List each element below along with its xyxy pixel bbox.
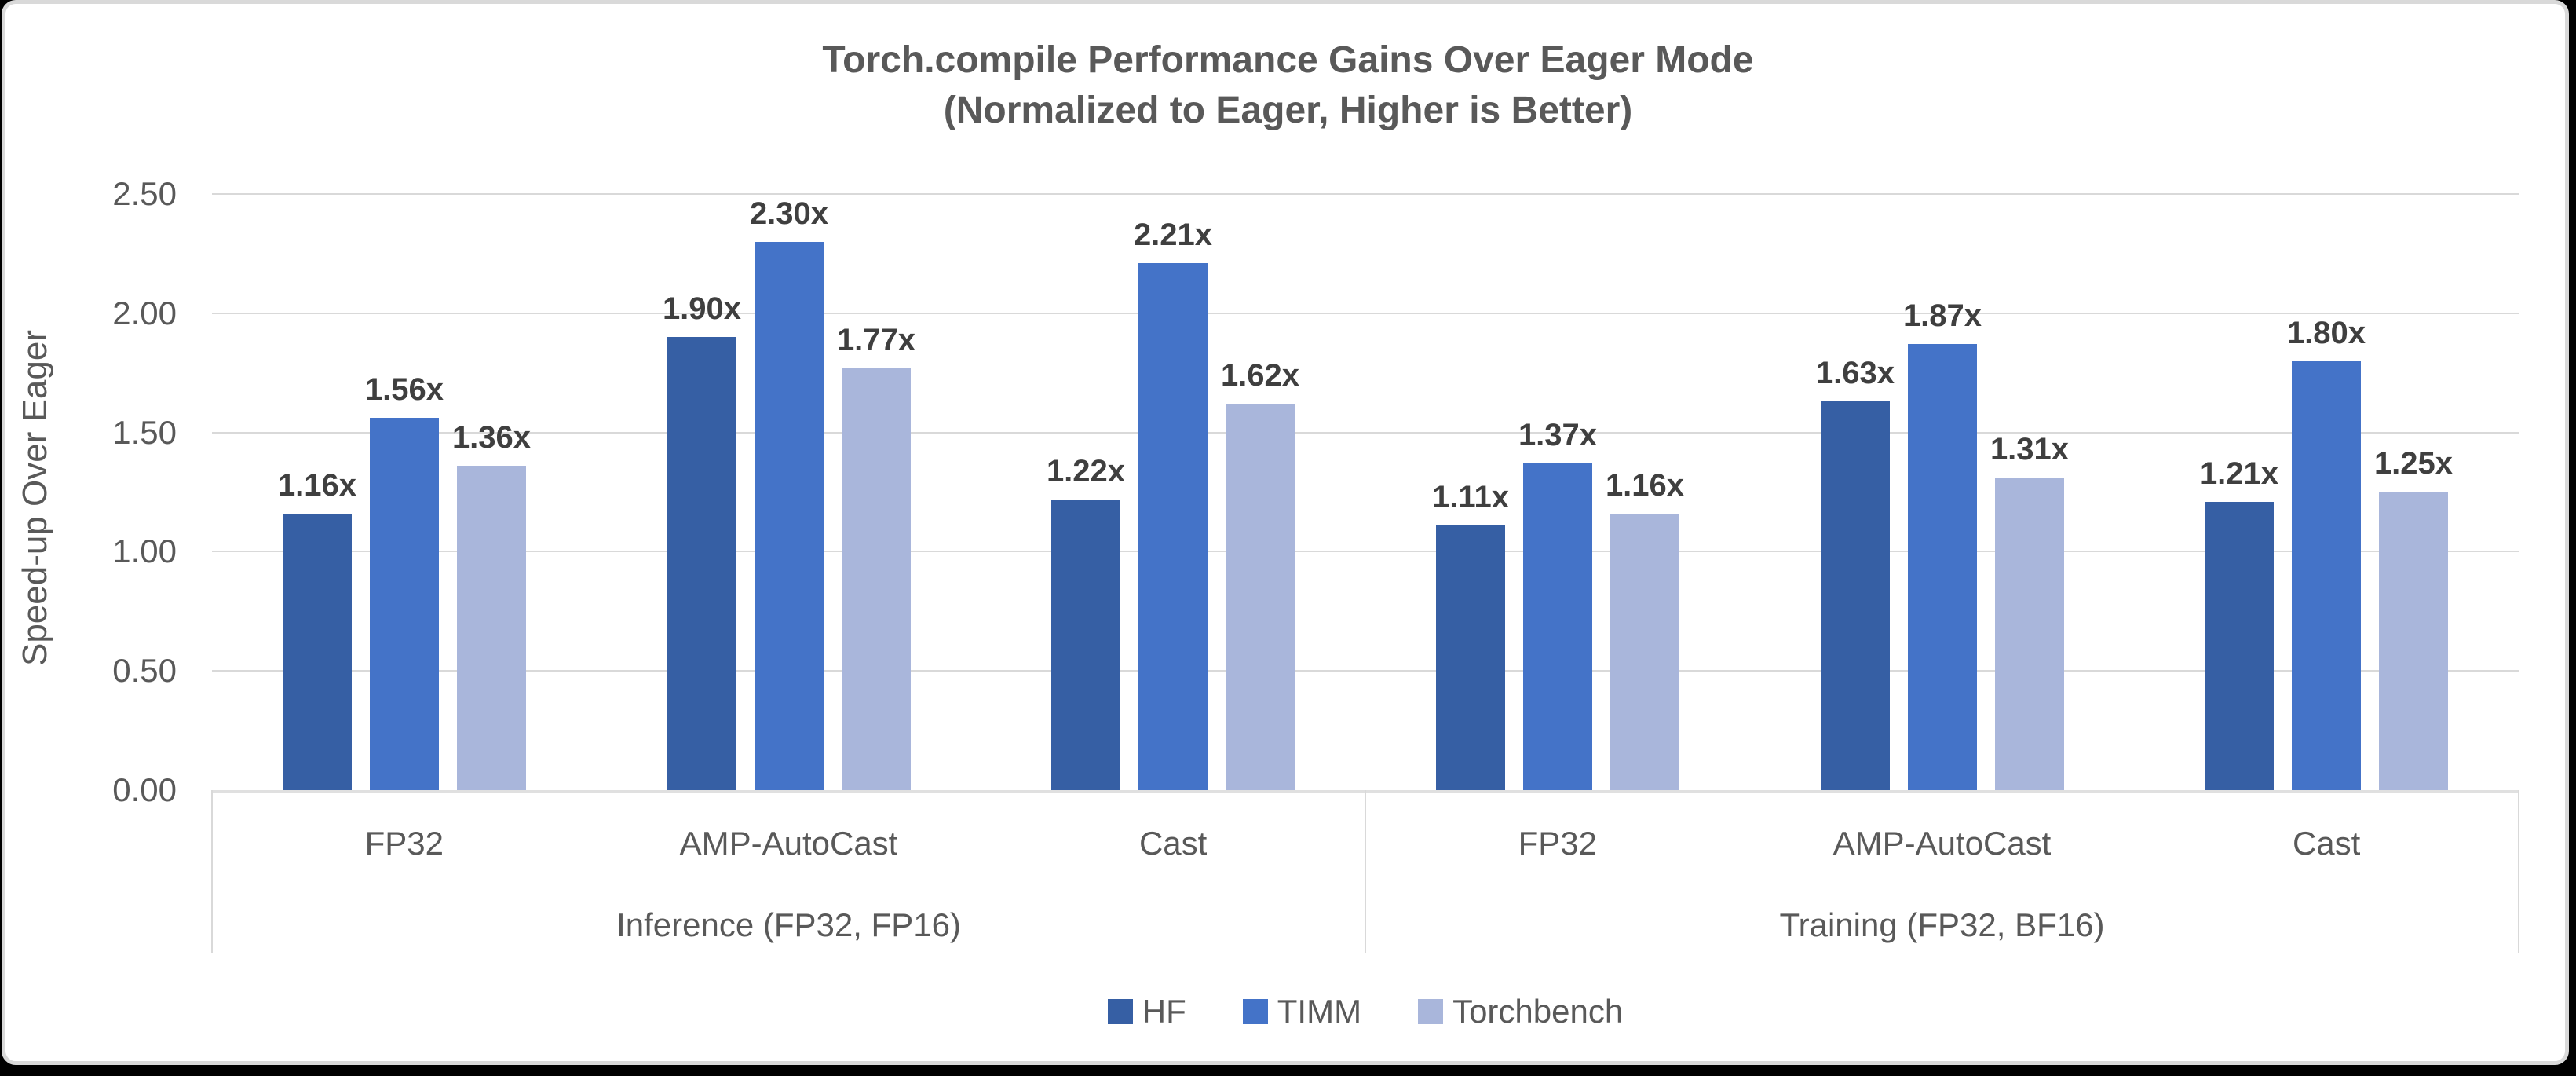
y-tick-label: 1.50: [112, 413, 177, 451]
chart-subtitle: (Normalized to Eager, Higher is Better): [943, 90, 1633, 131]
bar-torchbench-4: [1995, 478, 2064, 790]
legend-swatch-icon: [1418, 999, 1444, 1024]
bar-value-label: 1.56x: [364, 372, 444, 407]
y-tick-label: 2.00: [112, 294, 177, 331]
legend-item-torchbench: Torchbench: [1418, 995, 1623, 1028]
legend-swatch-icon: [1107, 999, 1133, 1024]
bar-hf-5: [2205, 502, 2274, 790]
bar-hf-2: [1051, 500, 1120, 790]
bar-timm-0: [370, 418, 439, 790]
chart-title: Torch.compile Performance Gains Over Eag…: [822, 39, 1754, 81]
bar-timm-3: [1523, 463, 1592, 790]
bar-timm-1: [755, 242, 824, 790]
x-category-label: FP32: [364, 825, 444, 862]
bar-value-label: 1.90x: [662, 291, 742, 326]
bar-timm-5: [2292, 361, 2361, 790]
bar-torchbench-5: [2379, 492, 2448, 790]
y-tick-label: 2.50: [112, 175, 177, 212]
y-gridline: [212, 312, 2519, 314]
x-group-label: Inference (FP32, FP16): [616, 906, 961, 943]
bar-value-label: 1.77x: [836, 323, 916, 357]
bar-value-label: 1.21x: [2199, 456, 2279, 491]
legend: HF TIMM Torchbench: [212, 991, 2519, 1032]
x-category-label: AMP-AutoCast: [679, 825, 898, 862]
bar-value-label: 1.80x: [2286, 316, 2366, 350]
legend-label: HF: [1142, 993, 1186, 1030]
legend-swatch-icon: [1242, 999, 1268, 1024]
x-category-label: FP32: [1518, 825, 1598, 862]
bar-value-label: 1.87x: [1902, 298, 1982, 333]
x-group-label: Training (FP32, BF16): [1779, 906, 2105, 943]
bar-value-label: 1.25x: [2373, 446, 2454, 481]
bar-torchbench-1: [842, 368, 911, 790]
x-category-label: Cast: [1138, 825, 1208, 862]
legend-label: Torchbench: [1452, 993, 1624, 1030]
legend-item-hf: HF: [1107, 993, 1186, 1030]
y-gridline: [212, 193, 2519, 195]
y-axis-title: Speed-up Over Eager: [16, 329, 54, 667]
x-axis-separator: [211, 790, 213, 953]
bar-value-label: 1.31x: [1990, 432, 2070, 467]
bar-torchbench-3: [1610, 514, 1679, 790]
x-category-label: Cast: [2292, 825, 2361, 862]
bar-value-label: 2.21x: [1133, 218, 1213, 252]
bar-value-label: 1.36x: [451, 420, 532, 455]
x-axis-separator: [2518, 790, 2519, 953]
bar-value-label: 1.16x: [277, 468, 357, 503]
bar-value-label: 1.63x: [1815, 356, 1895, 390]
y-tick-label: 0.00: [112, 771, 177, 808]
x-category-label: AMP-AutoCast: [1832, 825, 2052, 862]
bar-value-label: 1.16x: [1605, 468, 1685, 503]
bar-hf-3: [1436, 525, 1505, 790]
bar-timm-2: [1138, 263, 1208, 790]
bar-value-label: 1.11x: [1432, 480, 1509, 514]
plot-area: 1.16x 1.56x 1.36x 1.90x 2.30x 1.77x 1.22x 2.21x…: [212, 193, 2519, 790]
y-gridline: [212, 670, 2519, 672]
bar-timm-4: [1908, 344, 1977, 790]
bar-hf-0: [283, 514, 352, 790]
x-axis-separator: [1365, 790, 1366, 953]
bar-value-label: 1.37x: [1518, 418, 1598, 452]
bar-torchbench-2: [1226, 404, 1295, 790]
bar-hf-1: [667, 337, 736, 790]
bar-value-label: 1.62x: [1220, 358, 1300, 393]
y-tick-label: 1.00: [112, 533, 177, 570]
legend-item-timm: TIMM: [1242, 993, 1362, 1030]
y-gridline: [212, 431, 2519, 434]
bar-value-label: 1.22x: [1046, 454, 1126, 489]
legend-label: TIMM: [1277, 993, 1362, 1030]
y-tick-label: 0.50: [112, 652, 177, 690]
bar-hf-4: [1821, 401, 1890, 790]
y-gridline: [212, 551, 2519, 553]
bar-torchbench-0: [457, 466, 526, 790]
bar-value-label: 2.30x: [749, 196, 829, 231]
